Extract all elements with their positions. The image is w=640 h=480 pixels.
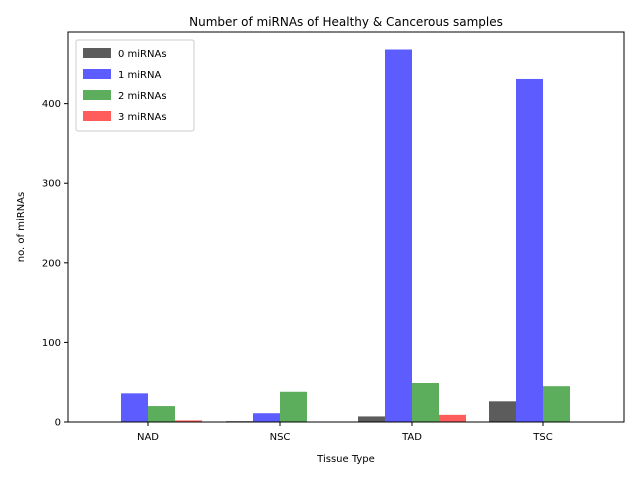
legend-box xyxy=(75,39,195,132)
legend-label: 2 miRNAs xyxy=(118,91,167,102)
legend: 0 miRNAs 1 miRNA 2 miRNAs 3 miRNAs xyxy=(75,39,195,132)
y-axis: 0 100 200 300 400 xyxy=(42,99,68,429)
y-tick-label: 0 xyxy=(55,418,61,429)
bars-group xyxy=(121,49,570,423)
y-tick-label: 200 xyxy=(42,258,61,269)
bar-1-mirna-tad xyxy=(385,49,412,422)
bar-1-mirna-tsc xyxy=(516,78,543,423)
y-axis-label: no. of miRNAs xyxy=(16,192,27,262)
bar-1-mirna-nsc xyxy=(253,413,280,422)
legend-label: 0 miRNAs xyxy=(118,49,167,60)
bar-2-mirnas-nsc xyxy=(280,391,307,422)
bar-3-mirnas-nad xyxy=(175,420,202,422)
bar-0-mirnas-tsc xyxy=(489,401,516,422)
legend-label: 1 miRNA xyxy=(118,70,161,81)
bar-2-mirnas-tad xyxy=(412,383,439,422)
bar-3-mirnas-tad xyxy=(439,414,466,422)
legend-swatch xyxy=(83,111,111,121)
chart-title: Number of miRNAs of Healthy & Cancerous … xyxy=(189,15,503,29)
bar-2-mirnas-nad xyxy=(148,406,175,422)
y-tick-label: 300 xyxy=(42,179,61,190)
legend-label: 3 miRNAs xyxy=(118,112,167,123)
x-tick-label: NSC xyxy=(270,432,291,443)
legend-swatch xyxy=(83,69,111,79)
x-axis-label: Tissue Type xyxy=(316,454,375,465)
x-tick-label: TAD xyxy=(401,432,422,443)
bar-0-mirnas-tad xyxy=(358,416,385,422)
x-axis: NAD NSC TAD TSC xyxy=(137,422,553,443)
y-tick-label: 100 xyxy=(42,338,61,349)
bar-2-mirnas-tsc xyxy=(543,386,570,422)
plot-frame xyxy=(67,31,625,423)
legend-swatch xyxy=(83,48,111,58)
x-tick-label: NAD xyxy=(137,432,159,443)
legend-swatch xyxy=(83,90,111,100)
y-tick-label: 400 xyxy=(42,99,61,110)
x-tick-label: TSC xyxy=(532,432,552,443)
bar-1-mirna-nad xyxy=(121,393,148,422)
